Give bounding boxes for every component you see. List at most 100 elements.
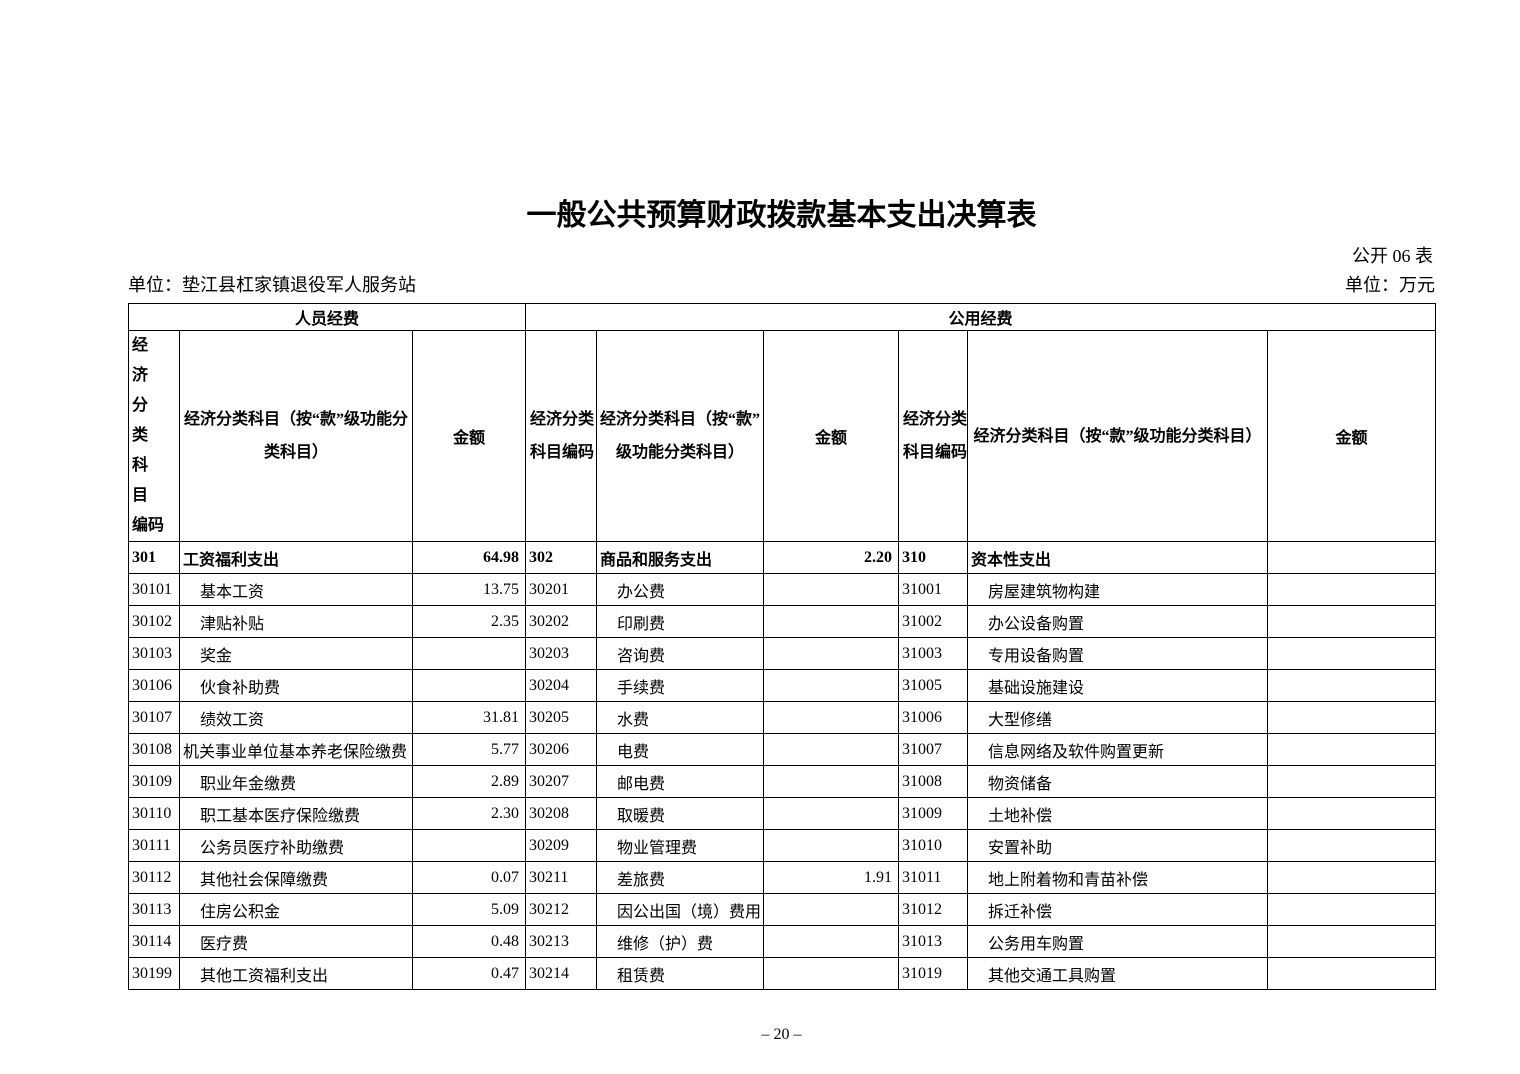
subject-cell: 大型修缮	[967, 701, 1268, 734]
code-cell: 30202	[525, 605, 597, 638]
amount-cell	[763, 829, 899, 862]
code-cell: 31001	[898, 573, 968, 606]
col-header-code-3: 经济分类 科目编码	[898, 330, 968, 542]
subject-cell: 奖金	[179, 637, 413, 670]
column-header-row: 经 济 分 类 科 目 编码 经济分类科目（按“款”级功能分 类科目） 金额 经…	[128, 330, 1437, 542]
subject-cell: 工资福利支出	[179, 541, 413, 574]
group-header-personnel: 人员经费	[128, 303, 526, 331]
subject-cell: 职业年金缴费	[179, 765, 413, 798]
amount-cell: 0.48	[412, 925, 526, 958]
amount-cell: 0.07	[412, 861, 526, 894]
amount-cell: 2.20	[763, 541, 899, 574]
code-cell: 30204	[525, 669, 597, 702]
col-header-subject-1: 经济分类科目（按“款”级功能分 类科目）	[179, 330, 413, 542]
amount-cell	[1266, 669, 1437, 702]
amount-cell	[763, 797, 899, 830]
subject-cell: 邮电费	[596, 765, 764, 798]
code-cell: 31010	[898, 829, 968, 862]
subject-cell: 土地补偿	[967, 797, 1268, 830]
table-row: 30112 其他社会保障缴费 0.07 30211 差旅费 1.91 31011 地上附着物和…	[128, 861, 1437, 894]
subject-cell: 租赁费	[596, 957, 764, 990]
amount-cell: 31.81	[412, 701, 526, 734]
code-cell: 30214	[525, 957, 597, 990]
table-row: 30107 绩效工资 31.81 30205 水费 31006 大型修缮	[128, 701, 1437, 734]
subject-cell: 水费	[596, 701, 764, 734]
code-cell: 30102	[128, 605, 180, 638]
code-cell: 31007	[898, 733, 968, 766]
amount-cell	[1266, 925, 1437, 958]
code-cell: 30108	[128, 733, 180, 766]
amount-cell	[1266, 733, 1437, 766]
amount-cell	[1266, 893, 1437, 926]
code-cell: 31006	[898, 701, 968, 734]
table-row: 30114 医疗费 0.48 30213 维修（护）费 31013 公务用车购置	[128, 925, 1437, 958]
code-cell: 30209	[525, 829, 597, 862]
code-cell: 302	[525, 541, 597, 574]
col-header-amount-3: 金额	[1266, 330, 1437, 542]
amount-cell	[763, 573, 899, 606]
amount-cell	[1266, 765, 1437, 798]
page-number: – 20 –	[761, 1026, 802, 1043]
amount-cell	[1266, 797, 1437, 830]
amount-cell: 13.75	[412, 573, 526, 606]
subject-cell: 商品和服务支出	[596, 541, 764, 574]
subject-cell: 差旅费	[596, 861, 764, 894]
page-title: 一般公共预算财政拨款基本支出决算表	[526, 199, 1037, 232]
table-row: 30199 其他工资福利支出 0.47 30214 租赁费 31019 其他交通工具购置	[128, 957, 1437, 990]
amount-cell	[763, 893, 899, 926]
code-cell: 31009	[898, 797, 968, 830]
col-header-amount-2: 金额	[763, 330, 899, 542]
subject-cell: 手续费	[596, 669, 764, 702]
subject-cell: 咨询费	[596, 637, 764, 670]
group-header-public: 公用经费	[524, 303, 1437, 331]
code-cell: 30212	[525, 893, 597, 926]
amount-cell	[412, 829, 526, 862]
amount-cell: 64.98	[412, 541, 526, 574]
table-row: 30103 奖金 30203 咨询费 31003 专用设备购置	[128, 637, 1437, 670]
unit-row: 单位：垫江县杠家镇退役军人服务站 单位：万元	[128, 271, 1435, 297]
subject-cell: 伙食补助费	[179, 669, 413, 702]
subject-cell: 信息网络及软件购置更新	[967, 733, 1268, 766]
table-row: 30110 职工基本医疗保险缴费 2.30 30208 取暖费 31009 土地补偿	[128, 797, 1437, 830]
subject-cell: 其他交通工具购置	[967, 957, 1268, 990]
subject-cell: 印刷费	[596, 605, 764, 638]
amount-cell	[1266, 605, 1437, 638]
amount-cell: 5.77	[412, 733, 526, 766]
code-cell: 31013	[898, 925, 968, 958]
amount-cell	[763, 605, 899, 638]
code-cell: 30213	[525, 925, 597, 958]
code-cell: 30201	[525, 573, 597, 606]
amount-cell	[412, 669, 526, 702]
subject-cell: 津贴补贴	[179, 605, 413, 638]
code-cell: 310	[898, 541, 968, 574]
code-cell: 31012	[898, 893, 968, 926]
col-header-subject-2: 经济分类科目（按“款” 级功能分类科目）	[596, 330, 764, 542]
code-cell: 30199	[128, 957, 180, 990]
subject-cell: 维修（护）费	[596, 925, 764, 958]
unit-currency-label: 单位：万元	[1345, 275, 1435, 295]
amount-cell	[763, 957, 899, 990]
code-cell: 30206	[525, 733, 597, 766]
col-header-subject-3: 经济分类科目（按“款”级功能分类科目）	[967, 330, 1268, 542]
table-row: 30102 津贴补贴 2.35 30202 印刷费 31002 办公设备购置	[128, 605, 1437, 638]
code-cell: 31002	[898, 605, 968, 638]
table-row: 30109 职业年金缴费 2.89 30207 邮电费 31008 物资储备	[128, 765, 1437, 798]
code-cell: 30113	[128, 893, 180, 926]
table-body: 301 工资福利支出 64.98 302 商品和服务支出 2.20 310 资本性支出 3010…	[128, 541, 1437, 990]
subject-cell: 绩效工资	[179, 701, 413, 734]
amount-cell	[763, 733, 899, 766]
subject-cell: 电费	[596, 733, 764, 766]
amount-cell: 5.09	[412, 893, 526, 926]
group-header-row: 人员经费 公用经费	[128, 303, 1437, 331]
amount-cell: 0.47	[412, 957, 526, 990]
amount-cell: 2.30	[412, 797, 526, 830]
unit-name-label: 单位：垫江县杠家镇退役军人服务站	[128, 275, 416, 295]
amount-cell: 2.89	[412, 765, 526, 798]
subject-cell: 房屋建筑物构建	[967, 573, 1268, 606]
amount-cell	[763, 765, 899, 798]
code-cell: 31008	[898, 765, 968, 798]
amount-cell: 1.91	[763, 861, 899, 894]
code-cell: 30208	[525, 797, 597, 830]
code-cell: 31003	[898, 637, 968, 670]
code-cell: 30211	[525, 861, 597, 894]
